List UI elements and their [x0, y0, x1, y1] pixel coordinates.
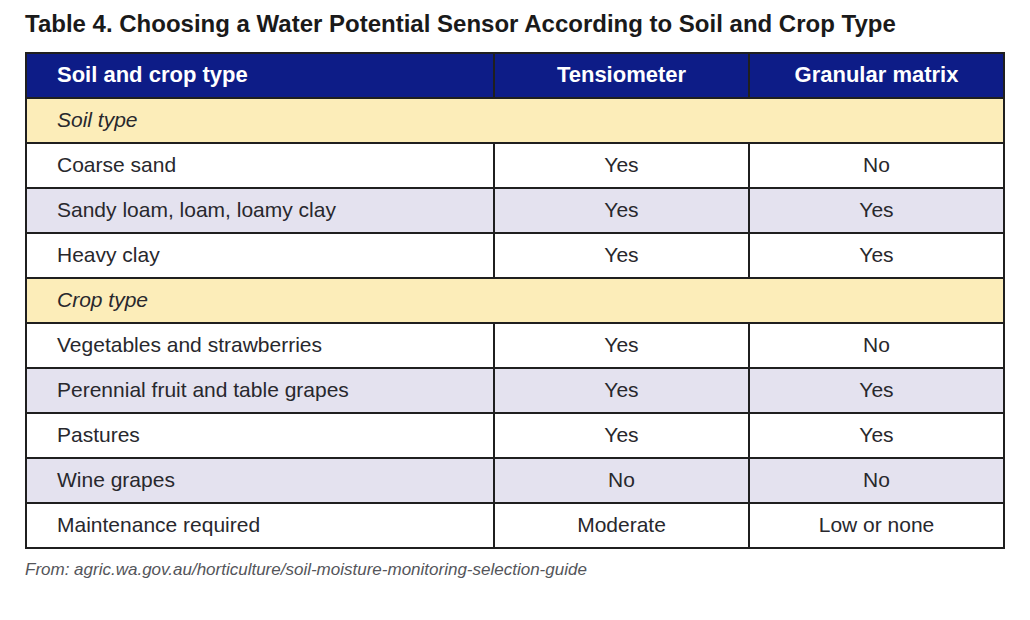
table-row-perennial-fruit: Perennial fruit and table grapes Yes Yes — [26, 368, 1004, 413]
tensiometer-value: Yes — [494, 413, 749, 458]
granular-matrix-value: No — [749, 458, 1004, 503]
row-label: Wine grapes — [26, 458, 494, 503]
col-header-tensiometer: Tensiometer — [494, 53, 749, 98]
col-header-soil-and-crop-type: Soil and crop type — [26, 53, 494, 98]
row-label: Coarse sand — [26, 143, 494, 188]
table-row-wine-grapes: Wine grapes No No — [26, 458, 1004, 503]
page-title: Table 4. Choosing a Water Potential Sens… — [25, 10, 1005, 39]
row-label: Pastures — [26, 413, 494, 458]
granular-matrix-value: Yes — [749, 233, 1004, 278]
table-row-maintenance-required: Maintenance required Moderate Low or non… — [26, 503, 1004, 548]
tensiometer-value: No — [494, 458, 749, 503]
table-row-heavy-clay: Heavy clay Yes Yes — [26, 233, 1004, 278]
section-row-soil-type: Soil type — [26, 98, 1004, 143]
section-row-crop-type: Crop type — [26, 278, 1004, 323]
col-header-granular-matrix: Granular matrix — [749, 53, 1004, 98]
tensiometer-value: Yes — [494, 233, 749, 278]
granular-matrix-value: No — [749, 323, 1004, 368]
tensiometer-value: Moderate — [494, 503, 749, 548]
sensor-comparison-table: Soil and crop type Tensiometer Granular … — [25, 52, 1005, 549]
tensiometer-value: Yes — [494, 143, 749, 188]
page: Table 4. Choosing a Water Potential Sens… — [0, 0, 1030, 620]
row-label: Vegetables and strawberries — [26, 323, 494, 368]
table-row-pastures: Pastures Yes Yes — [26, 413, 1004, 458]
row-label: Sandy loam, loam, loamy clay — [26, 188, 494, 233]
header-row: Soil and crop type Tensiometer Granular … — [26, 53, 1004, 98]
row-label: Maintenance required — [26, 503, 494, 548]
granular-matrix-value: Yes — [749, 188, 1004, 233]
tensiometer-value: Yes — [494, 323, 749, 368]
table-row-sandy-loam: Sandy loam, loam, loamy clay Yes Yes — [26, 188, 1004, 233]
section-label: Soil type — [26, 98, 1004, 143]
tensiometer-value: Yes — [494, 188, 749, 233]
table-row-vegetables-strawberries: Vegetables and strawberries Yes No — [26, 323, 1004, 368]
source-note: From: agric.wa.gov.au/horticulture/soil-… — [25, 560, 1005, 580]
tensiometer-value: Yes — [494, 368, 749, 413]
table-row-coarse-sand: Coarse sand Yes No — [26, 143, 1004, 188]
granular-matrix-value: Yes — [749, 413, 1004, 458]
section-label: Crop type — [26, 278, 1004, 323]
granular-matrix-value: Yes — [749, 368, 1004, 413]
granular-matrix-value: No — [749, 143, 1004, 188]
row-label: Heavy clay — [26, 233, 494, 278]
granular-matrix-value: Low or none — [749, 503, 1004, 548]
row-label: Perennial fruit and table grapes — [26, 368, 494, 413]
